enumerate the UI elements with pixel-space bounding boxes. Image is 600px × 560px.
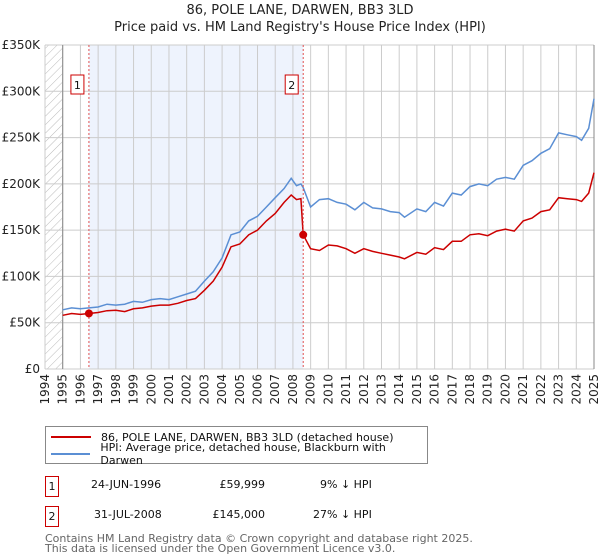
- x-tick-label: 2009: [304, 374, 318, 405]
- y-tick-label: £50K: [9, 316, 41, 330]
- x-tick-label: 2001: [162, 374, 176, 405]
- x-tick-label: 2003: [197, 374, 211, 405]
- legend-swatch-hpi: [51, 453, 91, 455]
- x-tick-label: 2016: [428, 374, 442, 405]
- x-tick-label: 1998: [109, 374, 123, 405]
- x-tick-label: 2010: [321, 374, 335, 405]
- chart-title: 86, POLE LANE, DARWEN, BB3 3LD: [186, 3, 414, 18]
- x-tick-label: 2024: [569, 374, 583, 405]
- sale-marker-label: 2: [288, 79, 295, 92]
- footer-copyright: Contains HM Land Registry data © Crown c…: [45, 532, 473, 545]
- x-tick-label: 1994: [38, 374, 52, 405]
- y-tick-label: £0: [25, 362, 40, 376]
- x-tick-label: 2018: [463, 374, 477, 405]
- transaction-hpi-diff: 9% ↓ HPI: [320, 478, 372, 491]
- y-tick-label: £350K: [2, 38, 42, 52]
- transaction-number: 2: [45, 506, 59, 527]
- x-tick-label: 2000: [144, 374, 158, 405]
- sale-marker-box: [284, 74, 299, 95]
- x-tick-label: 2002: [180, 374, 194, 405]
- x-tick-label: 2012: [357, 374, 371, 405]
- x-tick-label: 2020: [498, 374, 512, 405]
- x-tick-label: 2017: [445, 374, 459, 405]
- y-tick-label: £150K: [2, 223, 42, 237]
- x-tick-label: 2022: [534, 374, 548, 405]
- x-tick-label: 2019: [481, 374, 495, 405]
- legend-label: HPI: Average price, detached house, Blac…: [100, 441, 386, 467]
- transaction-date: 31-JUL-2008: [94, 508, 162, 521]
- x-tick-label: 2011: [339, 374, 353, 405]
- x-tick-label: 2015: [410, 374, 424, 405]
- x-tick-label: 1996: [73, 374, 87, 405]
- x-tick-label: 2023: [552, 374, 566, 405]
- y-tick-label: £300K: [2, 84, 42, 98]
- x-tick-label: 2008: [286, 374, 300, 405]
- chart-subtitle: Price paid vs. HM Land Registry's House …: [114, 20, 486, 35]
- transaction-price: £145,000: [212, 508, 266, 521]
- legend-label: 86, POLE LANE, DARWEN, BB3 3LD (detached…: [101, 430, 394, 444]
- x-tick-label: 2007: [268, 374, 282, 405]
- sale-point: [299, 230, 308, 239]
- y-tick-label: £250K: [2, 131, 42, 145]
- y-tick-label: £100K: [2, 269, 42, 283]
- hpi-series-line: [62, 98, 595, 311]
- sale-marker-label: 1: [74, 79, 81, 92]
- ownership-shaded-region: [88, 45, 304, 369]
- sale-point: [84, 309, 93, 318]
- legend-swatch-property: [51, 436, 91, 438]
- transaction-hpi-diff: 27% ↓ HPI: [313, 508, 372, 521]
- transaction-price: £59,999: [219, 478, 266, 491]
- x-tick-label: 2021: [516, 374, 530, 405]
- x-tick-label: 1999: [127, 374, 141, 405]
- sale-marker-box: [70, 74, 85, 95]
- y-tick-label: £200K: [2, 177, 42, 191]
- legend: 86, POLE LANE, DARWEN, BB3 3LD (detached…: [45, 426, 428, 467]
- x-tick-label: 2005: [233, 374, 247, 405]
- x-tick-label: 1995: [56, 374, 70, 405]
- property-series-line: [62, 172, 595, 317]
- transaction-number: 1: [45, 476, 59, 497]
- footer-licence: This data is licensed under the Open Gov…: [45, 542, 396, 555]
- transaction-date: 24-JUN-1996: [91, 478, 162, 491]
- x-tick-label: 2013: [374, 374, 388, 405]
- x-tick-label: 2014: [392, 374, 406, 405]
- x-tick-label: 1997: [91, 374, 105, 405]
- hatched-no-data-region: [45, 45, 63, 369]
- legend-item-property: 86, POLE LANE, DARWEN, BB3 3LD (detached…: [51, 429, 394, 445]
- legend-item-hpi: HPI: Average price, detached house, Blac…: [51, 441, 427, 467]
- x-tick-label: 2006: [251, 374, 265, 405]
- x-tick-label: 2025: [587, 374, 600, 405]
- x-tick-label: 2004: [215, 374, 229, 405]
